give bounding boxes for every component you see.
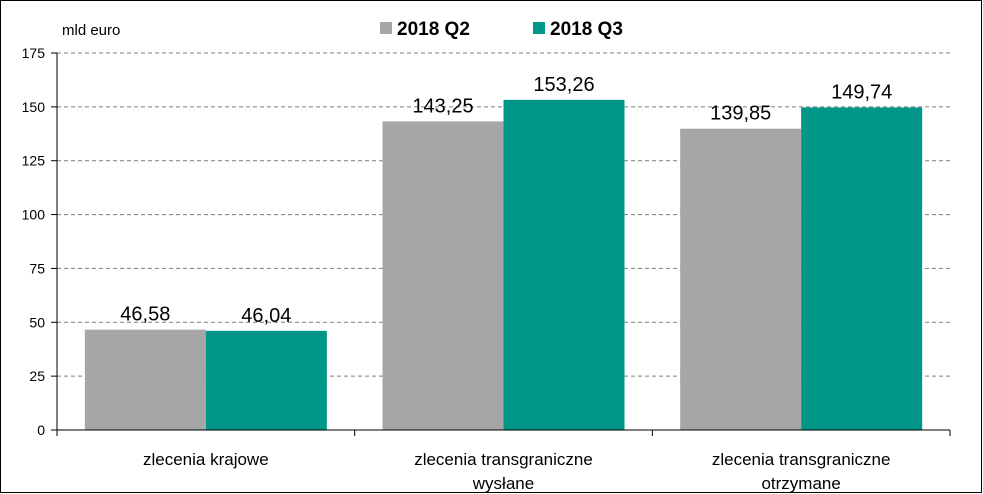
x-category-label: wysłane [472,474,534,493]
x-category-label: zlecenia krajowe [143,450,269,469]
y-tick-label: 125 [22,153,46,169]
data-labels: 46,58 46,04 143,25 153,26 139,85 149,74 [120,74,892,327]
y-tick-label: 50 [29,314,45,330]
bar [205,330,327,430]
x-category-label: zlecenia transgraniczne [712,450,891,469]
bar-value-label: 46,04 [241,305,291,327]
bar [801,107,923,430]
legend-label: 2018 Q2 [397,19,470,40]
legend-label: 2018 Q3 [550,19,623,40]
y-tick-label: 25 [29,368,45,384]
y-tick-label: 150 [22,99,46,115]
legend: 2018 Q2 2018 Q3 [380,19,623,40]
bar [503,99,625,431]
bars [84,99,923,431]
bar-value-label: 139,85 [710,103,771,125]
axes: 0 25 50 75 100 125 150 175 zlecenia krajowe zlece… [22,45,951,493]
bar-value-label: 143,25 [412,95,473,117]
bar [382,121,504,431]
y-tick-label: 100 [22,207,46,223]
x-category-label: zlecenia transgraniczne [414,450,593,469]
y-tick-label: 75 [29,260,45,276]
unit-label: mld euro [62,22,120,39]
legend-swatch [380,22,392,34]
x-category-label: otrzymane [761,474,840,493]
y-tick-label: 0 [37,422,45,438]
bar-value-label: 149,74 [831,81,892,103]
bar [680,128,802,430]
legend-swatch [533,22,545,34]
y-tick-label: 175 [22,45,46,61]
bar-value-label: 46,58 [120,304,170,326]
bar [84,329,206,430]
bar-value-label: 153,26 [533,74,594,96]
